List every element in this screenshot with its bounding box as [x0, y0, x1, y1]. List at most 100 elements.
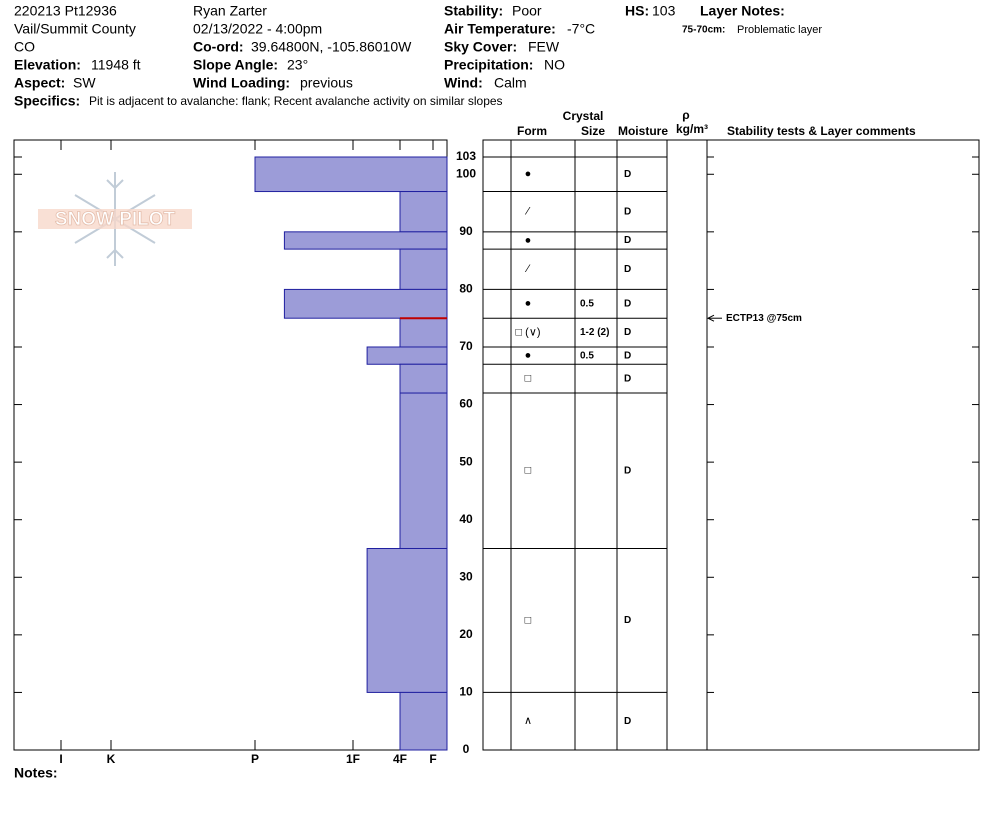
- datetime: 02/13/2022 - 4:00pm: [193, 21, 322, 37]
- y-tick-label: 90: [459, 224, 473, 238]
- label: Elevation:: [14, 57, 81, 73]
- y-tick-label: 100: [456, 166, 476, 180]
- value: Calm: [494, 75, 527, 91]
- observer: Ryan Zarter: [193, 3, 267, 19]
- table-columns: [510, 140, 708, 750]
- value: 103: [652, 3, 676, 19]
- value: 23°: [287, 57, 308, 73]
- note-range: 75-70cm:: [682, 25, 725, 36]
- header-rho: ρ: [682, 108, 689, 122]
- header: 220213 Pt12936 Vail/Summit County CO Ele…: [14, 3, 822, 109]
- x-tick-label: K: [107, 752, 116, 766]
- label: Wind:: [444, 75, 483, 91]
- value: -7°C: [567, 21, 595, 37]
- label: Precipitation:: [444, 57, 533, 73]
- y-tick-label: 30: [459, 569, 473, 583]
- grain-form: ●: [525, 298, 532, 310]
- grain-form: ●: [525, 234, 532, 246]
- label: Sky Cover:: [444, 39, 517, 55]
- x-tick-label: I: [59, 752, 62, 766]
- moisture: D: [624, 716, 631, 727]
- grain-form: ⁄: [524, 263, 531, 275]
- label: Air Temperature:: [444, 21, 556, 37]
- grain-form: ●: [525, 350, 532, 362]
- logo-text: SNOW PILOT: [55, 209, 176, 230]
- x-tick-label: P: [251, 752, 259, 766]
- value: Pit is adjacent to avalanche: flank; Rec…: [89, 94, 503, 108]
- y-tick-label: 70: [459, 339, 473, 353]
- hardness-bar: [366, 346, 448, 365]
- test-arrow-head: [706, 314, 715, 322]
- moisture: D: [624, 206, 631, 217]
- y-tick-label: 80: [459, 282, 473, 296]
- grain-form: ⁄: [524, 206, 531, 218]
- grain-form: □: [525, 465, 532, 477]
- y-tick-label: 20: [459, 627, 473, 641]
- y-tick-label: 40: [459, 512, 473, 526]
- header-comments: Stability tests & Layer comments: [727, 124, 916, 138]
- value: 11948 ft: [91, 57, 141, 73]
- y-tick-label: 103: [456, 149, 476, 163]
- moisture: D: [624, 465, 631, 476]
- header-crystal: Crystal: [563, 109, 604, 123]
- header-size: Size: [581, 124, 605, 138]
- hardness-bar: [283, 231, 448, 250]
- hardness-bar: [366, 547, 448, 693]
- hardness-bar: [283, 288, 448, 319]
- label: Aspect:: [14, 75, 65, 91]
- value: NO: [544, 57, 565, 73]
- y-tick-label: 0: [463, 742, 470, 756]
- moisture: D: [624, 298, 631, 309]
- value: SW: [73, 75, 96, 91]
- table-frame: [482, 139, 980, 751]
- value: FEW: [528, 39, 560, 55]
- label: Stability:: [444, 3, 503, 19]
- header-moisture: Moisture: [618, 124, 668, 138]
- hardness-bar: [399, 363, 448, 394]
- grain-form: □: [525, 373, 532, 385]
- y-tick-label: 10: [459, 685, 473, 699]
- x-tick-label: 1F: [346, 752, 360, 766]
- y-tick-label: 50: [459, 454, 473, 468]
- location: Vail/Summit County: [14, 21, 136, 37]
- label: HS:: [625, 3, 649, 19]
- hardness-bar: [399, 317, 448, 348]
- logo: SNOW PILOT: [38, 172, 192, 266]
- label: Wind Loading:: [193, 75, 290, 91]
- hardness-bar: [399, 248, 448, 290]
- grain-size: 0.5: [580, 350, 594, 361]
- hardness-bar: [399, 691, 448, 751]
- value: Poor: [512, 3, 542, 19]
- test-label: ECTP13 @75cm: [726, 313, 802, 324]
- label: Co-ord:: [193, 39, 244, 55]
- moisture: D: [624, 615, 631, 626]
- grain-size: 1-2 (2): [580, 327, 609, 338]
- hardness-bar: [399, 191, 448, 233]
- label: Slope Angle:: [193, 57, 278, 73]
- notes-label: Notes:: [14, 765, 58, 781]
- grain-form: □ (∨): [515, 327, 540, 339]
- value: 39.64800N, -105.86010W: [251, 39, 412, 55]
- header-form: Form: [517, 124, 547, 138]
- hardness-bar: [254, 156, 448, 193]
- moisture: D: [624, 327, 631, 338]
- grain-form: ●: [525, 168, 532, 180]
- y-tick-label: 60: [459, 397, 473, 411]
- label: Layer Notes:: [700, 3, 785, 19]
- x-tick-label: 4F: [393, 752, 407, 766]
- grain-form: ∧: [524, 715, 532, 727]
- moisture: D: [624, 235, 631, 246]
- grain-form: □: [525, 614, 532, 626]
- moisture: D: [624, 350, 631, 361]
- pit-id: 220213 Pt12936: [14, 3, 117, 19]
- state: CO: [14, 39, 35, 55]
- hardness-bar: [399, 392, 448, 549]
- header-density: kg/m³: [676, 122, 708, 136]
- moisture: D: [624, 373, 631, 384]
- label: Specifics:: [14, 93, 80, 109]
- value: previous: [300, 75, 353, 91]
- x-tick-label: F: [429, 752, 436, 766]
- note-text: Problematic layer: [737, 24, 822, 36]
